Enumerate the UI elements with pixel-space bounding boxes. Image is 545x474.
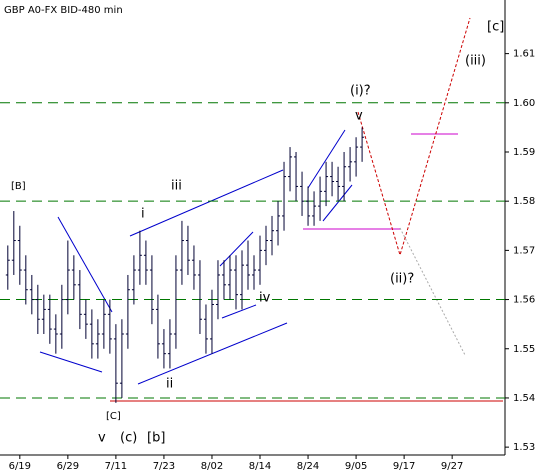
- wave-label: [C]: [106, 411, 121, 422]
- wave-label: i: [141, 207, 145, 222]
- wave-label: v: [355, 109, 363, 124]
- wave-label: [B]: [11, 181, 26, 192]
- y-tick-label: 1.60: [513, 98, 535, 109]
- channel-line: [219, 231, 254, 267]
- y-tick-label: 1.57: [513, 245, 535, 256]
- x-tick-label: 9/17: [393, 461, 415, 472]
- y-tick-label: 1.58: [513, 196, 535, 207]
- x-tick-label: 7/11: [105, 461, 127, 472]
- x-tick-label: 6/29: [57, 461, 79, 472]
- y-tick-label: 1.56: [513, 295, 535, 306]
- x-tick-label: 9/05: [345, 461, 367, 472]
- chart-title: GBP A0-FX BID-480 min: [4, 5, 123, 16]
- channel-line: [39, 351, 103, 373]
- wave-label: (c): [120, 431, 137, 446]
- wave-label: [c]: [487, 20, 504, 35]
- x-tick-label: 9/27: [441, 461, 463, 472]
- channel-line: [57, 216, 113, 313]
- alt-forecast: [399, 227, 466, 356]
- y-tick-label: 1.54: [513, 393, 535, 404]
- x-tick-label: 6/19: [9, 461, 31, 472]
- wave-label: iv: [259, 291, 271, 306]
- wave-label: (i)?: [350, 84, 371, 99]
- channel-line: [322, 184, 353, 222]
- drawings: [0, 0, 506, 456]
- wave-label: v: [98, 431, 106, 446]
- y-tick-label: 1.59: [513, 147, 535, 158]
- x-tick-label: 7/23: [153, 461, 175, 472]
- channel-line: [129, 169, 284, 237]
- x-tick-label: 8/14: [249, 461, 271, 472]
- wave-label: ii: [166, 377, 173, 392]
- y-tick-label: 1.53: [513, 442, 535, 453]
- channel-line: [307, 129, 346, 189]
- y-tick-label: 1.61: [513, 49, 535, 60]
- wave-label: iii: [171, 179, 182, 194]
- x-tick-label: 8/02: [201, 461, 223, 472]
- y-tick-label: 1.55: [513, 344, 535, 355]
- x-tick-label: 8/24: [297, 461, 319, 472]
- wave-label: (iii): [465, 54, 486, 69]
- channel-line: [137, 322, 288, 385]
- channel-line: [221, 304, 257, 319]
- forecast-path: [357, 17, 471, 257]
- wave-label: [b]: [147, 431, 165, 446]
- wave-label: (ii)?: [390, 272, 414, 287]
